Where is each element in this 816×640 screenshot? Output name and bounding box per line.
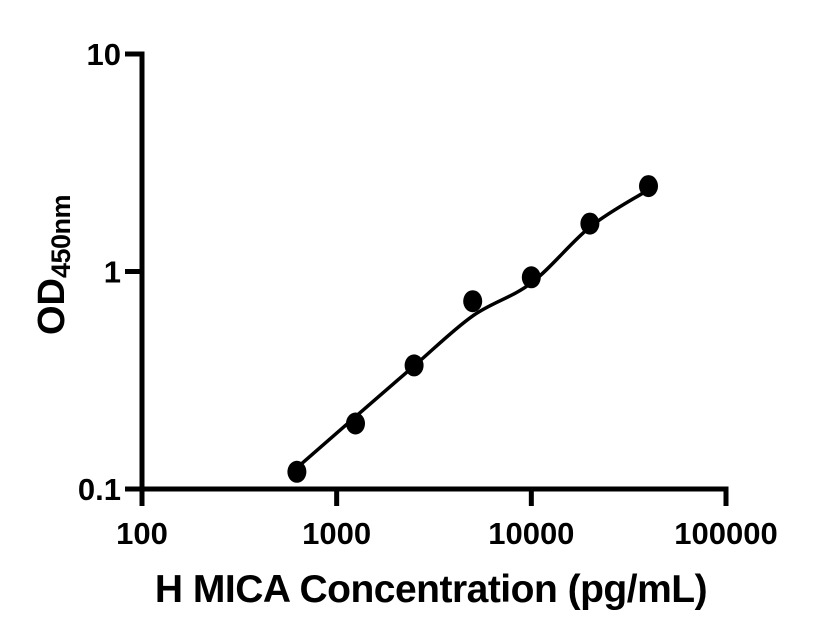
y-tick-label: 0.1 bbox=[78, 472, 121, 507]
data-point-marker bbox=[287, 460, 307, 483]
x-tick-label: 100000 bbox=[674, 516, 777, 551]
data-point-marker bbox=[521, 266, 541, 289]
y-tick-label: 1 bbox=[104, 255, 121, 290]
x-tick-label: 100 bbox=[116, 516, 168, 551]
y-tick-label: 10 bbox=[87, 37, 121, 72]
data-point-marker bbox=[580, 212, 600, 235]
data-point-marker bbox=[639, 175, 658, 198]
y-axis-title-subscript: 450nm bbox=[46, 194, 76, 279]
x-tick-label: 10000 bbox=[488, 516, 574, 551]
y-axis-title-main: OD bbox=[31, 278, 73, 336]
x-axis-title: H MICA Concentration (pg/mL) bbox=[154, 568, 708, 611]
x-tick-label: 1000 bbox=[302, 516, 371, 551]
y-axis-title: OD450nm bbox=[31, 195, 76, 336]
data-point-marker bbox=[463, 290, 483, 313]
data-point-marker bbox=[404, 354, 424, 377]
data-point-marker bbox=[346, 412, 365, 435]
